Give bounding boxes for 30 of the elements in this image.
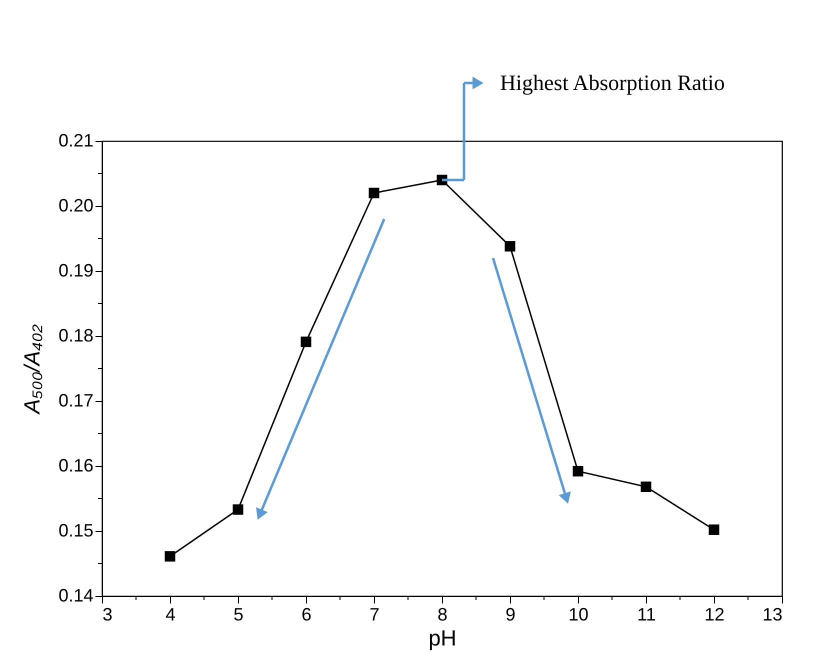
point [300, 336, 312, 348]
y-tick-label: 0.18 [58, 326, 94, 346]
x-tick-label: 8 [437, 604, 448, 624]
point [232, 504, 244, 515]
x-tick-label: 11 [637, 604, 656, 624]
y-tick-label: 0.19 [58, 260, 94, 280]
y-tick-label: 0.20 [58, 196, 94, 216]
x-tick-label: 10 [568, 604, 589, 624]
y-tick-label: 0.17 [58, 390, 94, 410]
x-tick-label: 5 [233, 604, 244, 624]
x-tick-label: 9 [505, 604, 516, 624]
x-tick-label: 3 [102, 604, 113, 624]
x-tick-label: 4 [165, 604, 176, 624]
x-tick-label: 12 [704, 604, 725, 624]
x-axis-title: pH [428, 626, 457, 650]
y-axis-title: A₅₀₀/A₄₀₂ [19, 324, 44, 416]
y-tick-label: 0.15 [58, 520, 94, 540]
x-tick-label: 7 [369, 604, 380, 624]
y-tick-label: 0.14 [58, 586, 94, 606]
point [368, 188, 380, 198]
x-tick-label: 6 [301, 604, 312, 624]
point [708, 524, 720, 535]
x-tick-label: 13 [762, 604, 782, 624]
y-tick-label: 0.16 [58, 456, 94, 476]
y-tick-label: 0.21 [58, 130, 94, 150]
point [572, 466, 584, 476]
point [164, 551, 176, 562]
point [504, 241, 516, 252]
point [640, 482, 652, 492]
text: Highest Absorption Ratio [500, 70, 725, 95]
